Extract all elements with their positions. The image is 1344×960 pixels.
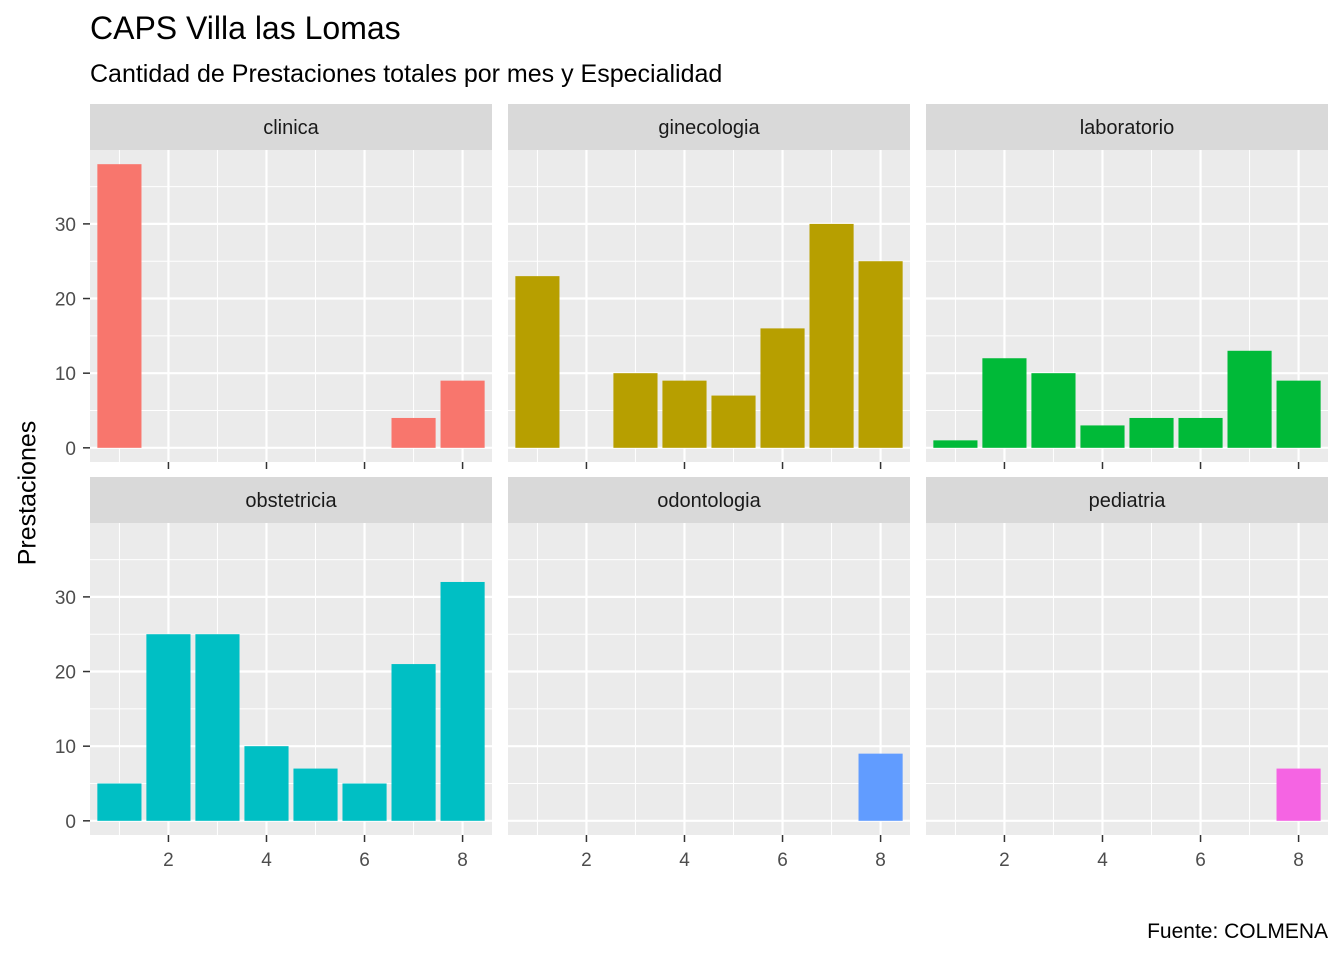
- bar: [146, 634, 191, 821]
- x-tick-label: 6: [1195, 850, 1206, 871]
- y-tick-label: 20: [55, 290, 76, 311]
- chart-title: CAPS Villa las Lomas: [90, 10, 401, 46]
- bar: [662, 380, 707, 448]
- bar: [1031, 373, 1076, 448]
- bar: [858, 261, 903, 448]
- bar: [195, 634, 240, 821]
- bar: [982, 358, 1027, 448]
- bar: [760, 328, 805, 448]
- y-tick-label: 0: [65, 812, 76, 833]
- bar: [97, 783, 142, 821]
- facet-strip: [926, 477, 1328, 523]
- x-tick-label: 4: [1097, 850, 1108, 871]
- bar: [391, 417, 436, 448]
- y-tick-label: 20: [55, 663, 76, 684]
- bar: [1276, 380, 1321, 448]
- y-tick-label: 10: [55, 364, 76, 385]
- bar: [97, 164, 142, 448]
- bar: [1080, 425, 1125, 448]
- bar: [711, 395, 756, 448]
- x-tick-label: 8: [457, 850, 468, 871]
- y-tick-label: 30: [55, 588, 76, 609]
- x-tick-label: 6: [777, 850, 788, 871]
- facet-clinica: clinica 0 10 20 30: [55, 104, 492, 469]
- y-tick-label: 0: [65, 439, 76, 460]
- bar: [515, 276, 560, 448]
- x-tick-label: 2: [581, 850, 592, 871]
- facet-strip-label: clinica: [263, 117, 319, 139]
- bar: [858, 753, 903, 821]
- panel-background: [926, 523, 1328, 835]
- x-tick-label: 4: [261, 850, 272, 871]
- facet-strip-label: ginecologia: [658, 117, 760, 139]
- x-tick-label: 4: [679, 850, 690, 871]
- x-tick-label: 8: [1293, 850, 1304, 871]
- facet-strip-label: pediatria: [1089, 490, 1167, 512]
- facet-obstetricia: obstetricia 0 10 20 30 2 4 6 8: [55, 477, 492, 871]
- facet-strip-label: odontologia: [657, 490, 761, 512]
- bar: [933, 440, 978, 448]
- y-tick-label: 30: [55, 215, 76, 236]
- bar: [391, 664, 436, 821]
- facet-odontologia: odontologia 2 4 6 8: [508, 477, 910, 871]
- facet-laboratorio: laboratorio: [926, 104, 1328, 469]
- bar: [440, 380, 485, 448]
- facet-strip: [90, 104, 492, 150]
- bar: [440, 581, 485, 821]
- facet-strip: [508, 477, 910, 523]
- facet-pediatria: pediatria 2 4 6 8: [926, 477, 1328, 871]
- facet-strip-label: obstetricia: [245, 490, 337, 512]
- panel-background: [508, 523, 910, 835]
- chart-caption: Fuente: COLMENA: [1147, 920, 1328, 943]
- x-tick-label: 8: [875, 850, 886, 871]
- bar: [809, 223, 854, 448]
- panel-background: [90, 150, 492, 462]
- facet-strip: [90, 477, 492, 523]
- bar: [244, 746, 289, 821]
- facet-strip: [926, 104, 1328, 150]
- chart-subtitle: Cantidad de Prestaciones totales por mes…: [90, 60, 723, 88]
- x-tick-label: 6: [359, 850, 370, 871]
- y-tick-label: 10: [55, 737, 76, 758]
- bar: [1178, 417, 1223, 448]
- x-tick-label: 2: [163, 850, 174, 871]
- bar: [342, 783, 387, 821]
- bar: [293, 768, 338, 821]
- facet-ginecologia: ginecologia: [508, 104, 910, 469]
- bar: [613, 373, 658, 448]
- facet-strip: [508, 104, 910, 150]
- x-tick-label: 2: [999, 850, 1010, 871]
- facet-strip-label: laboratorio: [1080, 117, 1175, 139]
- bar: [1227, 350, 1272, 448]
- bar: [1276, 768, 1321, 821]
- bar: [1129, 417, 1174, 448]
